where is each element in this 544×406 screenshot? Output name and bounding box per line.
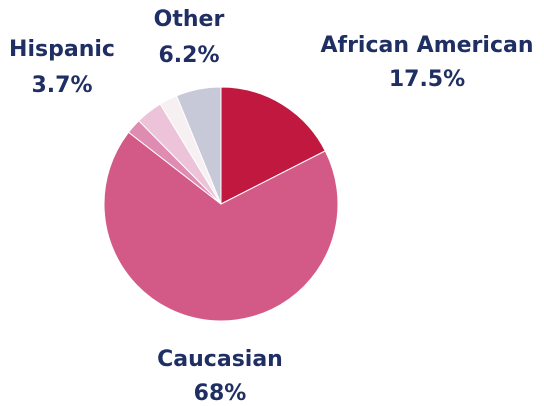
slice-caucasian (103, 131, 339, 322)
label-caucasian-name: Caucasian (157, 347, 283, 372)
slice-other (175, 86, 222, 205)
label-caucasian-value: 68% (194, 381, 247, 406)
label-hispanic-value: 3.7% (31, 73, 92, 98)
label-african-american-value: 17.5% (389, 67, 465, 92)
label-other-name: Other (154, 7, 225, 32)
label-other-value: 6.2% (158, 43, 219, 68)
slice-african-american (220, 86, 326, 205)
label-hispanic-name: Hispanic (9, 37, 115, 62)
pie-slices (103, 86, 339, 322)
label-african-american-name: African American (320, 33, 533, 58)
